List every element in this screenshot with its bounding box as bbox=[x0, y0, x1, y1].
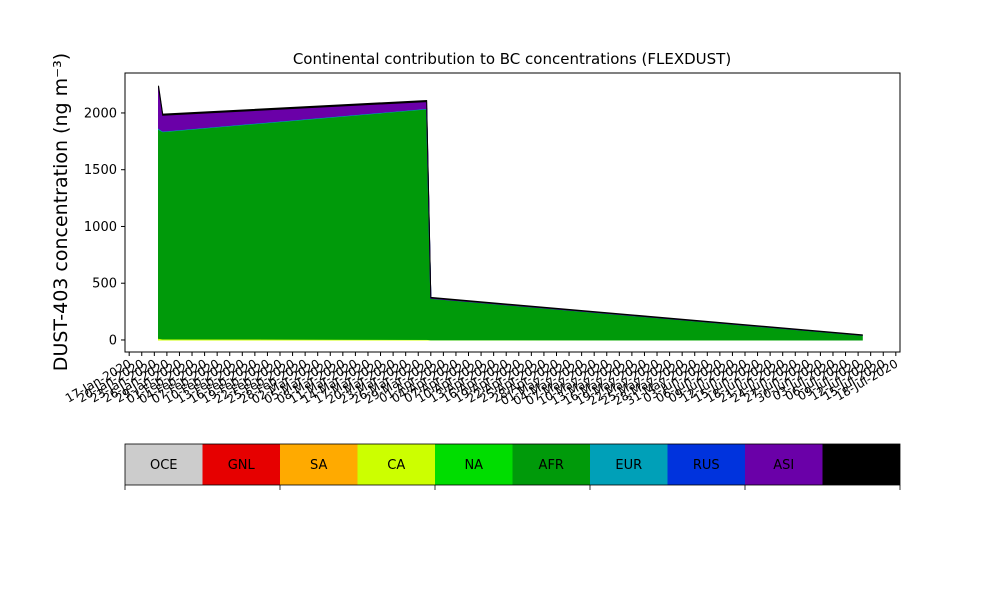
legend-swatch bbox=[590, 444, 668, 485]
legend-label: AUS bbox=[848, 458, 875, 473]
chart-title: Continental contribution to BC concentra… bbox=[293, 50, 731, 68]
legend: OCE GNL SA CA NA AFR EUR RUS ASI AUS bbox=[125, 444, 900, 485]
legend-label: EUR bbox=[615, 458, 642, 473]
legend-swatch bbox=[667, 444, 745, 485]
legend-label: CA bbox=[387, 458, 405, 473]
legend-label: SA bbox=[310, 458, 327, 473]
y-tick-label: 500 bbox=[92, 277, 117, 292]
legend-swatch bbox=[357, 444, 435, 485]
legend-swatch bbox=[280, 444, 358, 485]
legend-swatch bbox=[435, 444, 513, 485]
y-tick-label: 0 bbox=[109, 333, 117, 348]
y-tick-label: 2000 bbox=[84, 106, 117, 121]
legend-swatch bbox=[745, 444, 823, 485]
legend-label: NA bbox=[464, 458, 483, 473]
legend-swatch bbox=[822, 444, 900, 485]
legend-label: RUS bbox=[693, 458, 720, 473]
y-tick-label: 1500 bbox=[84, 163, 117, 178]
legend-label: OCE bbox=[150, 458, 178, 473]
legend-label: AFR bbox=[539, 458, 564, 473]
plot-frame bbox=[124, 72, 901, 353]
y-axis-label: DUST-403 concentration (ng m⁻³) bbox=[50, 53, 72, 371]
legend-frame bbox=[124, 443, 901, 486]
legend-swatch bbox=[202, 444, 280, 485]
legend-label: GNL bbox=[228, 458, 256, 473]
legend-swatch bbox=[512, 444, 590, 485]
legend-label: ASI bbox=[773, 458, 794, 473]
legend-ticks bbox=[124, 485, 901, 490]
legend-swatch bbox=[125, 444, 203, 485]
area bbox=[158, 85, 863, 336]
plot-area: 050010001500200017-Jan-202020-Jan-202023… bbox=[63, 85, 900, 408]
y-tick-label: 1000 bbox=[84, 220, 117, 235]
